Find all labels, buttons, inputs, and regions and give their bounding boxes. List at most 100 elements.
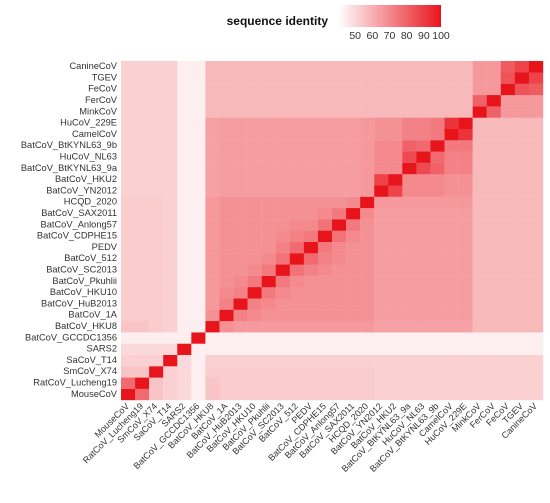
heatmap-cell [514,377,530,389]
heatmap-cell [275,287,290,299]
heatmap-cell [500,106,516,118]
heatmap-cell [486,332,501,344]
heatmap-cell [233,83,248,96]
heatmap-cell [360,241,375,254]
heatmap-cell [247,151,262,163]
heatmap-cell [332,106,347,118]
heatmap-cell [430,94,445,107]
heatmap-cell [444,230,459,242]
heatmap-cell [346,207,361,220]
heatmap-cell [458,241,473,254]
heatmap-cell [388,275,403,288]
heatmap-cell [388,388,403,401]
heatmap-cell [416,128,431,141]
y-tick-label: BatCoV_Pkuhlii [52,276,117,286]
heatmap-cell [500,253,516,265]
heatmap-cell [205,354,220,367]
heatmap-cell [275,377,290,389]
heatmap-cell [121,162,136,175]
heatmap-cell [261,388,276,401]
heatmap-cell [149,61,164,73]
heatmap-cell [430,298,445,310]
heatmap-cell [219,377,234,389]
heatmap-cell [346,388,361,401]
heatmap-cell [205,72,220,84]
heatmap-cell [514,309,530,322]
heatmap-cell [472,320,487,333]
heatmap-cell [444,332,459,344]
heatmap-cell [402,230,417,242]
heatmap-cell [247,72,262,84]
heatmap-cell [177,377,192,389]
heatmap-cell [121,298,136,310]
heatmap-cell [121,72,136,84]
heatmap-cell [444,388,459,401]
heatmap-cell [177,275,192,288]
y-tick-label: BatCoV_BtKYNL63_9b [21,140,117,150]
x-axis-labels: MouseCoVRatCoV_Lucheng19SmCoV_X74SaCoV_T… [81,401,539,474]
heatmap-cell [149,94,164,107]
heatmap-cell [458,196,473,209]
heatmap-cell [402,264,417,276]
heatmap-cell [528,196,544,209]
heatmap-cell [500,275,516,288]
heatmap-cell [163,230,178,242]
heatmap-cell [528,162,544,175]
heatmap-cell [261,174,276,186]
heatmap-cell [374,174,389,186]
heatmap-cell [472,354,487,367]
heatmap-cell [430,128,445,141]
heatmap-cell [528,287,544,299]
heatmap-cell [458,377,473,389]
heatmap-cell [458,230,473,242]
heatmap-cell [233,287,248,299]
heatmap-cell [528,230,544,242]
heatmap-cell [402,151,417,163]
heatmap-cell [177,83,192,96]
heatmap-cell [374,388,389,401]
heatmap-cell [430,366,445,378]
heatmap-cell [430,61,445,73]
heatmap-cell [416,207,431,220]
y-tick-label: BatCoV_HKU8 [55,321,117,331]
heatmap-cell [402,196,417,209]
heatmap-cell [303,117,319,129]
heatmap-cell [149,343,164,355]
heatmap-cell [191,230,206,242]
heatmap-cell [219,275,234,288]
heatmap-cell [219,106,234,118]
heatmap-cell [430,287,445,299]
heatmap-cell [458,275,473,288]
heatmap-cell [303,128,319,141]
heatmap-cell [303,83,319,96]
heatmap-cell [332,151,347,163]
heatmap-cell [486,354,501,367]
heatmap-cell [317,94,333,107]
heatmap-cell [177,117,192,129]
heatmap-cell [177,174,192,186]
heatmap-cell [444,377,459,389]
heatmap-cell [402,275,417,288]
heatmap-cell [388,264,403,276]
heatmap-cell [135,106,150,118]
heatmap-cell [149,332,164,344]
heatmap-cell [149,83,164,96]
heatmap-cell [163,219,178,231]
heatmap-cell [346,117,361,129]
heatmap-cell [205,253,220,265]
heatmap-cell [472,117,487,129]
heatmap-cell [374,332,389,344]
heatmap-cell [317,185,333,197]
heatmap-cell [303,185,319,197]
heatmap-cell [163,128,178,141]
heatmap-cell [121,94,136,107]
heatmap-cell [247,343,262,355]
heatmap-cell [275,298,290,310]
heatmap-cell [233,72,248,84]
heatmap-cell [332,309,347,322]
heatmap-cell [514,264,530,276]
heatmap-cell [472,388,487,401]
heatmap-cell [388,185,403,197]
heatmap-cell [444,354,459,367]
heatmap-cell [402,354,417,367]
